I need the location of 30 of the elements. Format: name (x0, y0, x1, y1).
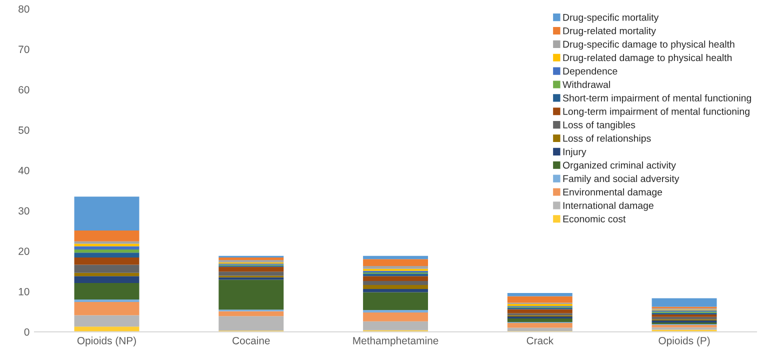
x-tick-label: Crack (526, 336, 554, 344)
y-tick-label: 40 (18, 166, 30, 174)
x-tick-label: Opioids (P) (658, 336, 710, 346)
x-tick-label: Methamphetamine (353, 336, 438, 346)
legend-label: International damage (563, 202, 654, 211)
legend-label: Dependence (563, 67, 618, 76)
legend-label: Drug-specific damage to physical health (563, 40, 734, 50)
legend-label: Family and social adversity (563, 174, 680, 184)
y-tick-label: 30 (18, 207, 30, 215)
legend-label: Short-term impairment of mental functioning (562, 94, 752, 104)
legend-label: Drug-specific mortality (563, 14, 659, 23)
legend-label: Withdrawal (562, 80, 610, 88)
legend-label: Loss of tangibles (563, 121, 636, 130)
y-tick-label: 80 (18, 5, 30, 13)
y-tick-label: 10 (18, 288, 30, 296)
x-tick-label: Opioids (NP) (77, 336, 136, 346)
y-tick-label: 0 (24, 328, 30, 336)
legend-label: Drug-related mortality (563, 27, 656, 36)
legend-label: Organized criminal activity (562, 162, 676, 171)
legend-label: Economic cost (563, 215, 626, 222)
y-tick-label: 60 (18, 86, 30, 94)
y-tick-label: 70 (18, 46, 30, 54)
legend-label: Long-term impairment of mental functioning (563, 108, 750, 117)
legend-label: Injury (563, 148, 586, 158)
x-tick-label: Cocaine (232, 336, 270, 344)
legend-label: Environmental damage (563, 188, 662, 198)
y-tick-label: 20 (18, 248, 30, 255)
legend-label: Loss of relationships (563, 134, 651, 144)
y-tick-label: 50 (18, 126, 30, 134)
legend-label: Drug-related damage to physical health (563, 54, 732, 64)
